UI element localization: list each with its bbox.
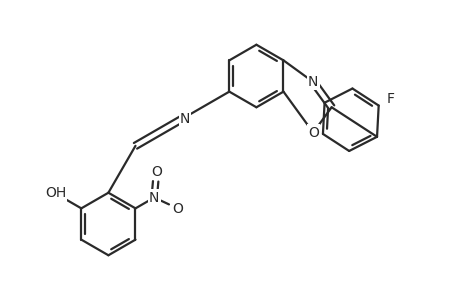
Text: O: O (307, 126, 318, 140)
Text: N: N (149, 190, 159, 205)
Text: F: F (386, 92, 394, 106)
Text: O: O (172, 202, 183, 215)
Text: OH: OH (45, 187, 66, 200)
Text: O: O (151, 165, 162, 178)
Text: N: N (179, 112, 190, 126)
Text: N: N (308, 75, 318, 89)
